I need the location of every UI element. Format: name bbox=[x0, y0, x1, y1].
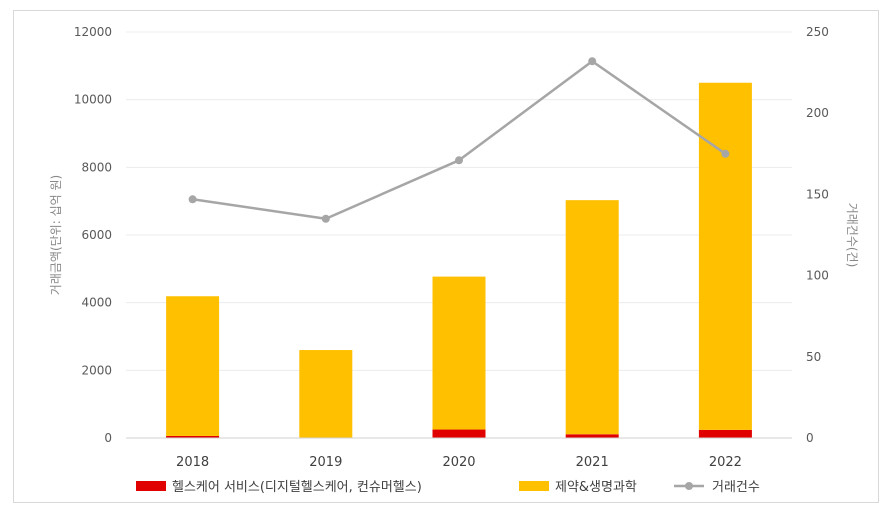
y-right-tick-label: 100 bbox=[806, 269, 829, 283]
y-left-tick-label: 10000 bbox=[74, 93, 112, 107]
bar-1-2019 bbox=[299, 350, 353, 438]
y-axis-right-label: 거래건수(건) bbox=[845, 203, 859, 268]
line-point-2022 bbox=[721, 149, 730, 158]
y-right-tick-label: 250 bbox=[806, 25, 829, 39]
bar-1-2020 bbox=[432, 276, 486, 430]
x-tick-label: 2019 bbox=[309, 455, 342, 470]
legend-swatch-0 bbox=[136, 481, 166, 491]
y-left-tick-label: 6000 bbox=[81, 228, 112, 242]
y-left-tick-label: 4000 bbox=[81, 296, 112, 310]
line-point-2018 bbox=[188, 195, 197, 204]
legend-swatch-marker-2 bbox=[685, 482, 693, 490]
line-series bbox=[188, 57, 730, 223]
bar-1-2022 bbox=[698, 82, 752, 430]
y-left-tick-label: 8000 bbox=[81, 160, 112, 174]
gridlines bbox=[126, 31, 792, 371]
y-right-tick-label: 150 bbox=[806, 187, 829, 201]
legend: 헬스케어 서비스(디지털헬스케어, 컨슈머헬스) 제약&생명과학 거래건수 bbox=[136, 480, 760, 495]
y-left-tick-label: 2000 bbox=[81, 363, 112, 377]
y-left-tick-label: 12000 bbox=[74, 25, 112, 39]
axes: 0 2000 4000 6000 8000 10000 12000 0 50 100 150 200 2… bbox=[74, 25, 829, 470]
legend-label-1: 제약&생명과학 bbox=[555, 480, 637, 495]
bar-0-2022 bbox=[698, 429, 752, 438]
legend-label-0: 헬스케어 서비스(디지털헬스케어, 컨슈머헬스) bbox=[172, 480, 422, 495]
y-left-tick-label: 0 bbox=[104, 431, 112, 445]
x-tick-label: 2021 bbox=[576, 455, 609, 470]
x-tick-label: 2022 bbox=[709, 455, 742, 470]
bar-1-2021 bbox=[565, 200, 619, 435]
bar-0-2020 bbox=[432, 429, 486, 438]
chart-frame: 0 2000 4000 6000 8000 10000 12000 0 50 100 150 200 2… bbox=[13, 10, 879, 503]
x-tick-label: 2018 bbox=[176, 455, 209, 470]
legend-label-2: 거래건수 bbox=[712, 480, 760, 495]
chart-svg: 0 2000 4000 6000 8000 10000 12000 0 50 100 150 200 2… bbox=[49, 25, 859, 495]
bar-series bbox=[166, 82, 752, 438]
y-right-tick-label: 0 bbox=[806, 431, 814, 445]
bar-0-2021 bbox=[565, 434, 619, 438]
line-point-2020 bbox=[455, 156, 463, 165]
legend-swatch-1 bbox=[519, 481, 549, 491]
y-axis-left-label: 거래금액(단위: 십억 원) bbox=[49, 175, 63, 295]
y-right-tick-label: 50 bbox=[806, 350, 821, 364]
x-tick-label: 2020 bbox=[442, 455, 475, 470]
bar-0-2018 bbox=[166, 435, 220, 438]
y-right-tick-label: 200 bbox=[806, 106, 829, 120]
line-point-2021 bbox=[588, 57, 597, 66]
line-point-2019 bbox=[321, 214, 330, 223]
bar-1-2018 bbox=[166, 296, 220, 436]
line-series-2 bbox=[192, 59, 727, 221]
